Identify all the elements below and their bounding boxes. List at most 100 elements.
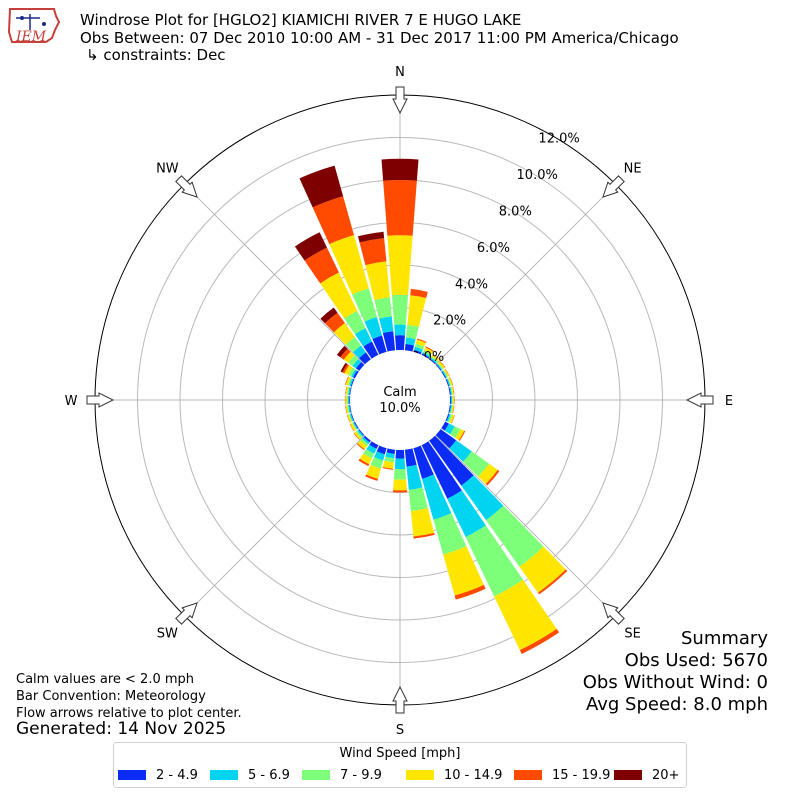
bar-330-bin-4	[304, 247, 339, 284]
bar-120-bin-4	[458, 430, 466, 441]
generated-date: Generated: 14 Nov 2025	[16, 719, 227, 739]
bar-170-bin-4	[413, 532, 435, 539]
bar-340-bin-5	[299, 165, 344, 208]
bar-60-bin-1	[442, 370, 448, 378]
bar-190-bin-4	[382, 466, 394, 470]
bar-150-bin-2	[465, 525, 524, 597]
bar-190-bin-3	[382, 460, 394, 469]
bar-310-bin-1	[352, 359, 362, 369]
arrow-SE	[602, 602, 625, 625]
bar-160-bin-0	[413, 445, 434, 479]
arrow-S	[392, 685, 408, 714]
bar-330-bin-0	[363, 341, 379, 359]
legend-item-2: 7 - 9.9	[302, 767, 382, 783]
dir-label-SW: SW	[157, 627, 178, 642]
bar-300-bin-3	[344, 365, 353, 376]
bar-0-bin-5	[381, 158, 419, 181]
bar-250-bin-1	[349, 413, 354, 422]
grid-spoke-NW	[183, 183, 365, 365]
summary-avg-speed: Avg Speed: 8.0 mph	[586, 694, 768, 715]
summary-obs-without-wind: Obs Without Wind: 0	[582, 672, 768, 693]
bar-100-bin-2	[450, 405, 453, 414]
bar-170-bin-0	[404, 448, 417, 467]
arrow-NE	[602, 175, 625, 198]
bar-110-bin-4	[451, 415, 455, 424]
bar-120-bin-3	[455, 428, 465, 441]
bar-40-bin-4	[432, 353, 440, 360]
bar-260-bin-2	[347, 405, 350, 414]
bar-340-bin-3	[329, 235, 369, 295]
bar-290-bin-4	[345, 376, 349, 385]
bar-190-bin-2	[384, 456, 395, 463]
legend: Wind Speed [mph] 2 - 4.9 5 - 6.9 7 - 9.9 10…	[113, 742, 687, 788]
bar-110-bin-0	[445, 413, 450, 422]
bar-250-bin-2	[348, 414, 353, 422]
calm-value: 10.0%	[379, 401, 420, 416]
bar-260-bin-3	[345, 405, 349, 414]
bar-320-bin-3	[333, 323, 355, 345]
bar-330-bin-2	[344, 310, 366, 335]
dir-label-SE: SE	[624, 627, 640, 642]
bar-210-bin-0	[369, 441, 379, 449]
bar-190-bin-0	[386, 448, 396, 454]
bar-70-bin-2	[447, 378, 452, 386]
bar-20-bin-3	[415, 339, 426, 347]
bar-90-bin-0	[449, 396, 452, 404]
bar-160-bin-1	[422, 474, 452, 520]
bar-70-bin-4	[449, 377, 454, 386]
bar-210-bin-4	[358, 458, 370, 467]
bar-0-bin-3	[387, 235, 413, 296]
legend-label-0: 2 - 4.9	[156, 767, 198, 783]
note-bar-convention: Bar Convention: Meteorology	[16, 689, 206, 704]
bar-40-bin-0	[429, 358, 436, 365]
bar-200-bin-1	[374, 451, 385, 461]
bar-150-bin-4	[519, 628, 560, 654]
bar-180-bin-0	[395, 449, 405, 459]
legend-swatch-5	[614, 770, 642, 780]
dir-label-N: N	[395, 65, 405, 80]
bar-240-bin-4	[349, 423, 355, 432]
bar-10-bin-1	[405, 337, 416, 346]
bar-230-bin-0	[358, 429, 365, 436]
bar-80-bin-1	[449, 387, 452, 396]
bar-80-bin-2	[450, 386, 453, 395]
bar-230-bin-4	[353, 432, 360, 440]
bar-310-bin-3	[343, 351, 355, 363]
bar-350-bin-5	[357, 231, 385, 243]
bar-50-bin-3	[438, 361, 445, 370]
grid-spoke-NE	[435, 183, 617, 365]
dir-label-NW: NW	[156, 161, 179, 176]
note-calm: Calm values are < 2.0 mph	[16, 672, 195, 687]
axis-labels: NNEESESSWWNW0.0%2.0%4.0%6.0%8.0%10.0%12.…	[65, 65, 734, 738]
bar-50-bin-2	[437, 362, 444, 370]
radial-label-4: 8.0%	[499, 204, 532, 219]
bar-260-bin-0	[349, 404, 352, 413]
bar-300-bin-0	[352, 370, 359, 379]
bar-280-bin-3	[345, 386, 349, 395]
bar-60-bin-2	[443, 369, 448, 378]
wind-bars	[294, 158, 568, 654]
legend-label-1: 5 - 6.9	[248, 767, 290, 783]
bar-60-bin-0	[441, 371, 447, 379]
bar-90-bin-4	[454, 395, 455, 405]
bar-100-bin-3	[451, 405, 454, 414]
bar-0-bin-4	[383, 179, 417, 236]
legend-title: Wind Speed [mph]	[339, 746, 461, 761]
bar-310-bin-2	[348, 355, 359, 366]
bar-10-bin-0	[404, 343, 415, 352]
dir-label-E: E	[725, 394, 733, 409]
bar-40-bin-2	[430, 355, 438, 363]
bar-250-bin-4	[346, 414, 351, 423]
summary-box: Summary Obs Used: 5670 Obs Without Wind:…	[583, 628, 768, 716]
bar-170-bin-1	[406, 464, 423, 490]
bar-330-bin-1	[354, 328, 372, 347]
bar-100-bin-1	[449, 404, 452, 413]
bar-80-bin-3	[451, 386, 454, 395]
bar-20-bin-1	[414, 346, 423, 353]
notes: Calm values are < 2.0 mph Bar Convention…	[16, 671, 242, 722]
bar-330-bin-3	[320, 272, 358, 319]
bar-150-bin-3	[494, 579, 557, 651]
bar-20-bin-2	[414, 343, 425, 350]
bar-180-bin-2	[393, 468, 407, 480]
